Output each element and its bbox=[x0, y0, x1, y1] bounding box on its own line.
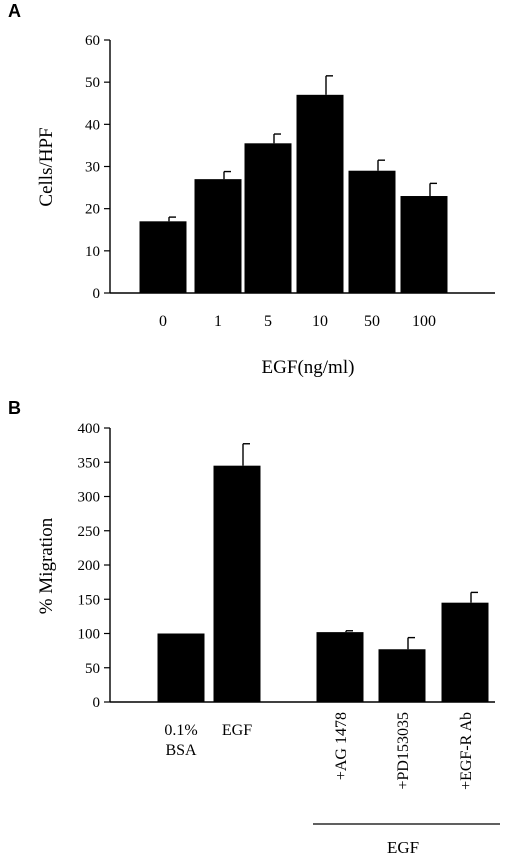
x-tick-label: +PD153035 bbox=[395, 712, 412, 789]
x-tick-label: EGF bbox=[222, 722, 252, 739]
bar bbox=[378, 649, 426, 702]
x-tick-label: 0.1% bbox=[164, 722, 197, 739]
y-tick-label: 300 bbox=[78, 490, 101, 506]
x-axis-label: EGF(ng/ml) bbox=[262, 357, 355, 378]
chart-panel-b: B 0 50 100 150 200 250 300 350 400 % Migration 0.1%… bbox=[8, 398, 500, 857]
y-tick-label: 0 bbox=[93, 286, 101, 302]
y-tick-label: 400 bbox=[78, 421, 101, 437]
group-label: EGF bbox=[387, 838, 419, 857]
bar bbox=[400, 196, 448, 293]
y-axis-label: % Migration bbox=[36, 517, 57, 614]
panel-label: B bbox=[8, 398, 21, 418]
y-tick-label: 40 bbox=[85, 117, 100, 133]
x-tick-label: 1 bbox=[214, 313, 222, 330]
y-tick-label: 10 bbox=[85, 244, 100, 260]
bar bbox=[139, 221, 187, 293]
bar bbox=[244, 143, 292, 293]
x-tick-label: 5 bbox=[264, 313, 272, 330]
y-tick-label: 200 bbox=[78, 558, 101, 574]
y-tick-label: 250 bbox=[78, 524, 101, 540]
bar bbox=[296, 94, 344, 293]
bar bbox=[316, 632, 364, 702]
x-tick-label: BSA bbox=[165, 742, 197, 759]
y-tick-label: 30 bbox=[85, 160, 100, 176]
y-axis-label: Cells/HPF bbox=[36, 127, 57, 206]
y-tick-label: 0 bbox=[93, 695, 101, 711]
x-tick-label: +EGF-R Ab bbox=[458, 712, 475, 790]
y-tick-label: 50 bbox=[85, 661, 100, 677]
y-tick-label: 350 bbox=[78, 455, 101, 471]
y-tick-label: 150 bbox=[78, 592, 101, 608]
x-tick-label: 10 bbox=[312, 313, 328, 330]
y-tick-label: 100 bbox=[78, 627, 101, 643]
x-tick-label: +AG 1478 bbox=[333, 712, 350, 780]
y-tick-label: 60 bbox=[85, 33, 100, 49]
y-tick-label: 20 bbox=[85, 202, 100, 218]
chart-panel-a: A 0 10 20 30 40 50 60 Cells/HPF 0 1 5 10 50 100 EGF(ng/… bbox=[8, 1, 495, 378]
bar bbox=[348, 170, 396, 293]
x-tick-label: 50 bbox=[364, 313, 380, 330]
bar bbox=[213, 465, 261, 702]
bar bbox=[194, 179, 242, 293]
x-tick-label: 100 bbox=[412, 313, 436, 330]
panel-label: A bbox=[8, 1, 21, 21]
bar bbox=[441, 602, 489, 702]
x-tick-label: 0 bbox=[159, 313, 167, 330]
y-tick-label: 50 bbox=[85, 75, 100, 91]
bar bbox=[157, 633, 205, 702]
